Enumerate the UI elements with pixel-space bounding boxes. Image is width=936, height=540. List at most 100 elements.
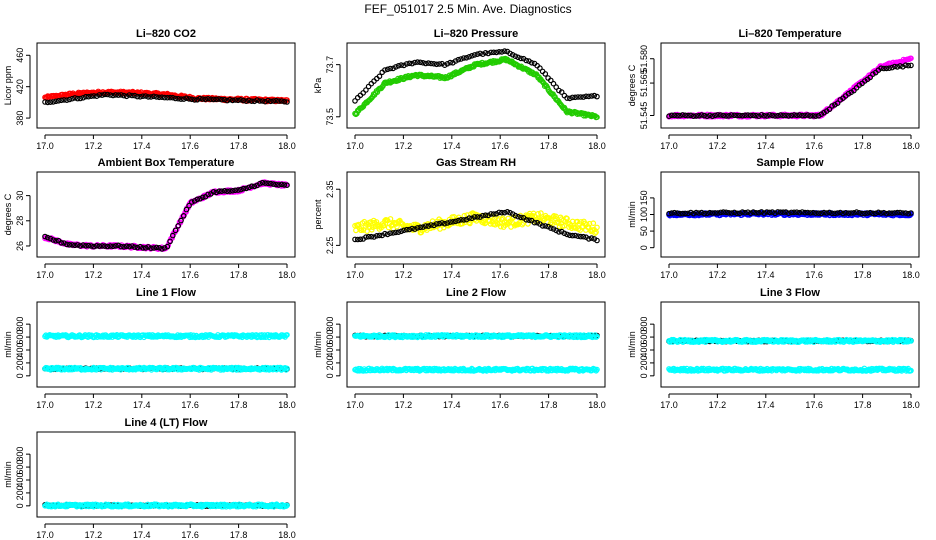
data-point: [891, 63, 898, 70]
data-point: [674, 112, 681, 119]
data-point: [55, 98, 62, 104]
x-tick-label: 17.2: [85, 141, 103, 151]
data-point: [69, 95, 76, 102]
x-tick-label: 17.4: [443, 400, 461, 410]
data-point: [392, 64, 399, 70]
x-tick-label: 17.2: [395, 141, 413, 151]
data-point: [575, 94, 581, 100]
data-point: [509, 51, 516, 58]
data-point: [259, 98, 266, 104]
x-tick-label: 17.0: [660, 270, 678, 280]
data-point: [507, 50, 513, 57]
data-point: [58, 97, 65, 104]
data-point: [129, 92, 135, 99]
data-point: [826, 106, 833, 113]
data-point: [750, 112, 757, 119]
data-point: [455, 56, 462, 63]
li820-pressure-panel: Li–820 Pressure 17.0 17.2 17.4 17.6 17.8 18.0 7…: [313, 28, 606, 151]
data-point: [550, 80, 557, 87]
plot-frame: [36, 171, 296, 258]
data-point: [422, 60, 429, 67]
data-point: [229, 97, 236, 104]
data-point: [47, 99, 54, 106]
data-point: [902, 62, 909, 68]
plot-frame: [36, 42, 296, 129]
data-point: [564, 95, 570, 101]
data-point: [736, 112, 743, 119]
data-point: [886, 65, 893, 72]
data-point: [693, 113, 700, 119]
data-point: [466, 53, 473, 60]
x-tick-label: 17.0: [36, 270, 54, 280]
data-point: [799, 112, 806, 119]
x-tick-label: 18.0: [902, 400, 920, 410]
x-tick-label: 17.8: [854, 400, 872, 410]
chart-title: Li–820 Temperature: [738, 28, 841, 40]
y-tick-label: 0: [325, 373, 335, 378]
series-cyan-zero: [42, 501, 290, 510]
data-point: [774, 112, 781, 119]
series-secondary: [666, 62, 914, 120]
data-point: [518, 55, 524, 62]
y-tick-label: 460: [15, 48, 25, 63]
data-point: [238, 97, 244, 103]
data-point: [218, 96, 225, 103]
y-tick-label: 150: [639, 190, 649, 205]
y-axis-label: kPa: [313, 78, 323, 94]
data-point: [235, 97, 241, 104]
data-point: [463, 54, 470, 61]
x-tick-label: 17.8: [854, 141, 872, 151]
y-axis-label: ml/min: [627, 201, 637, 228]
data-point: [254, 97, 260, 103]
data-point: [50, 99, 57, 105]
data-point: [777, 112, 784, 118]
data-point: [783, 112, 789, 119]
data-point: [717, 112, 724, 118]
data-point: [496, 48, 502, 55]
x-tick-label: 17.2: [85, 400, 103, 410]
x-tick-label: 17.2: [395, 400, 413, 410]
data-point: [199, 96, 206, 102]
data-point: [812, 113, 819, 119]
x-tick-label: 17.4: [757, 270, 775, 280]
data-point: [867, 74, 874, 81]
series-secondary: [352, 48, 600, 104]
data-point: [240, 97, 247, 104]
x-tick-label: 18.0: [588, 270, 606, 280]
data-point: [594, 93, 600, 100]
y-tick-label: 73.7: [325, 56, 335, 74]
data-point: [807, 113, 814, 119]
chart-title: Sample Flow: [756, 157, 824, 169]
x-tick-label: 17.2: [395, 270, 413, 280]
series-cyan-high: [42, 331, 290, 341]
data-point: [547, 77, 554, 84]
data-point: [883, 65, 890, 72]
data-point: [523, 57, 530, 64]
data-point: [251, 98, 258, 105]
data-point: [172, 95, 179, 102]
x-tick-label: 17.2: [709, 141, 727, 151]
data-point: [126, 92, 133, 98]
data-point: [761, 112, 768, 119]
x-tick-label: 17.2: [85, 530, 103, 540]
data-point: [537, 65, 543, 71]
data-point: [88, 93, 95, 100]
data-point: [414, 59, 421, 65]
data-point: [80, 95, 86, 101]
series-cyan-low: [42, 364, 290, 373]
data-point: [151, 93, 157, 100]
data-point: [175, 95, 182, 102]
data-point: [679, 112, 686, 118]
x-tick-label: 17.8: [540, 270, 558, 280]
data-point: [460, 55, 467, 61]
data-point: [758, 112, 765, 118]
chart-title: Li–820 Pressure: [434, 28, 518, 40]
y-tick-label: 800: [15, 447, 25, 462]
y-tick-label: 0: [639, 373, 649, 378]
x-tick-label: 17.2: [709, 400, 727, 410]
data-point: [706, 112, 713, 119]
data-point: [248, 98, 255, 105]
x-tick-label: 17.4: [757, 400, 775, 410]
data-point: [889, 64, 895, 71]
